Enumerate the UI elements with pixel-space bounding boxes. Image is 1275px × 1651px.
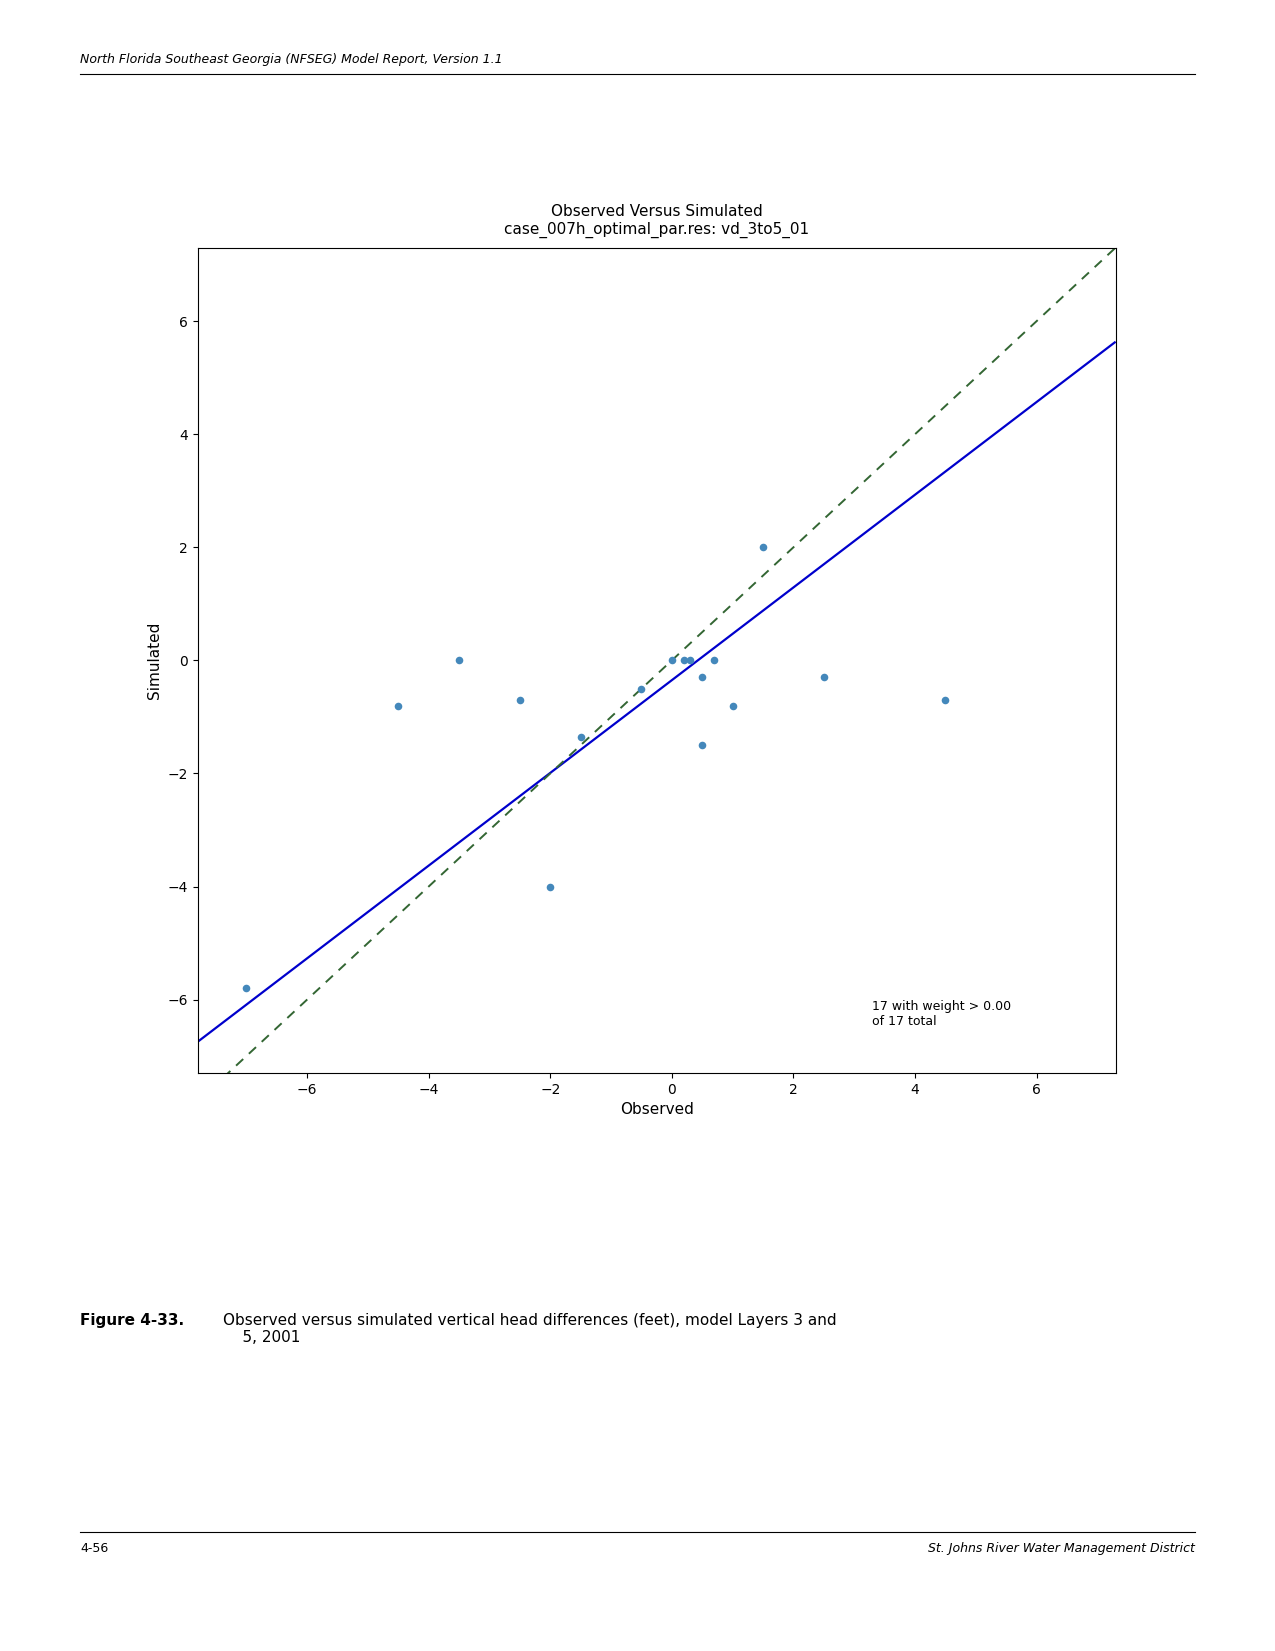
Point bbox=[752, 535, 773, 561]
Point bbox=[723, 692, 743, 718]
Point bbox=[449, 647, 469, 674]
Point bbox=[704, 647, 724, 674]
Text: 17 with weight > 0.00
of 17 total: 17 with weight > 0.00 of 17 total bbox=[872, 1001, 1011, 1029]
Point bbox=[541, 873, 561, 900]
Point bbox=[673, 647, 694, 674]
X-axis label: Observed: Observed bbox=[620, 1103, 694, 1118]
Point bbox=[813, 664, 834, 690]
Point bbox=[680, 647, 700, 674]
Point bbox=[631, 675, 652, 702]
Point bbox=[662, 647, 682, 674]
Text: North Florida Southeast Georgia (NFSEG) Model Report, Version 1.1: North Florida Southeast Georgia (NFSEG) … bbox=[80, 53, 502, 66]
Text: Observed versus simulated vertical head differences (feet), model Layers 3 and
 : Observed versus simulated vertical head … bbox=[223, 1313, 836, 1346]
Point bbox=[510, 687, 530, 713]
Text: 4-56: 4-56 bbox=[80, 1542, 108, 1555]
Title: Observed Versus Simulated
case_007h_optimal_par.res: vd_3to5_01: Observed Versus Simulated case_007h_opti… bbox=[504, 205, 810, 238]
Point bbox=[570, 723, 590, 750]
Point bbox=[388, 692, 408, 718]
Point bbox=[692, 664, 713, 690]
Point bbox=[692, 731, 713, 758]
Point bbox=[935, 687, 955, 713]
Point bbox=[236, 976, 256, 1002]
Text: Figure 4-33.: Figure 4-33. bbox=[80, 1313, 185, 1327]
Text: St. Johns River Water Management District: St. Johns River Water Management Distric… bbox=[928, 1542, 1195, 1555]
Y-axis label: Simulated: Simulated bbox=[147, 622, 162, 698]
